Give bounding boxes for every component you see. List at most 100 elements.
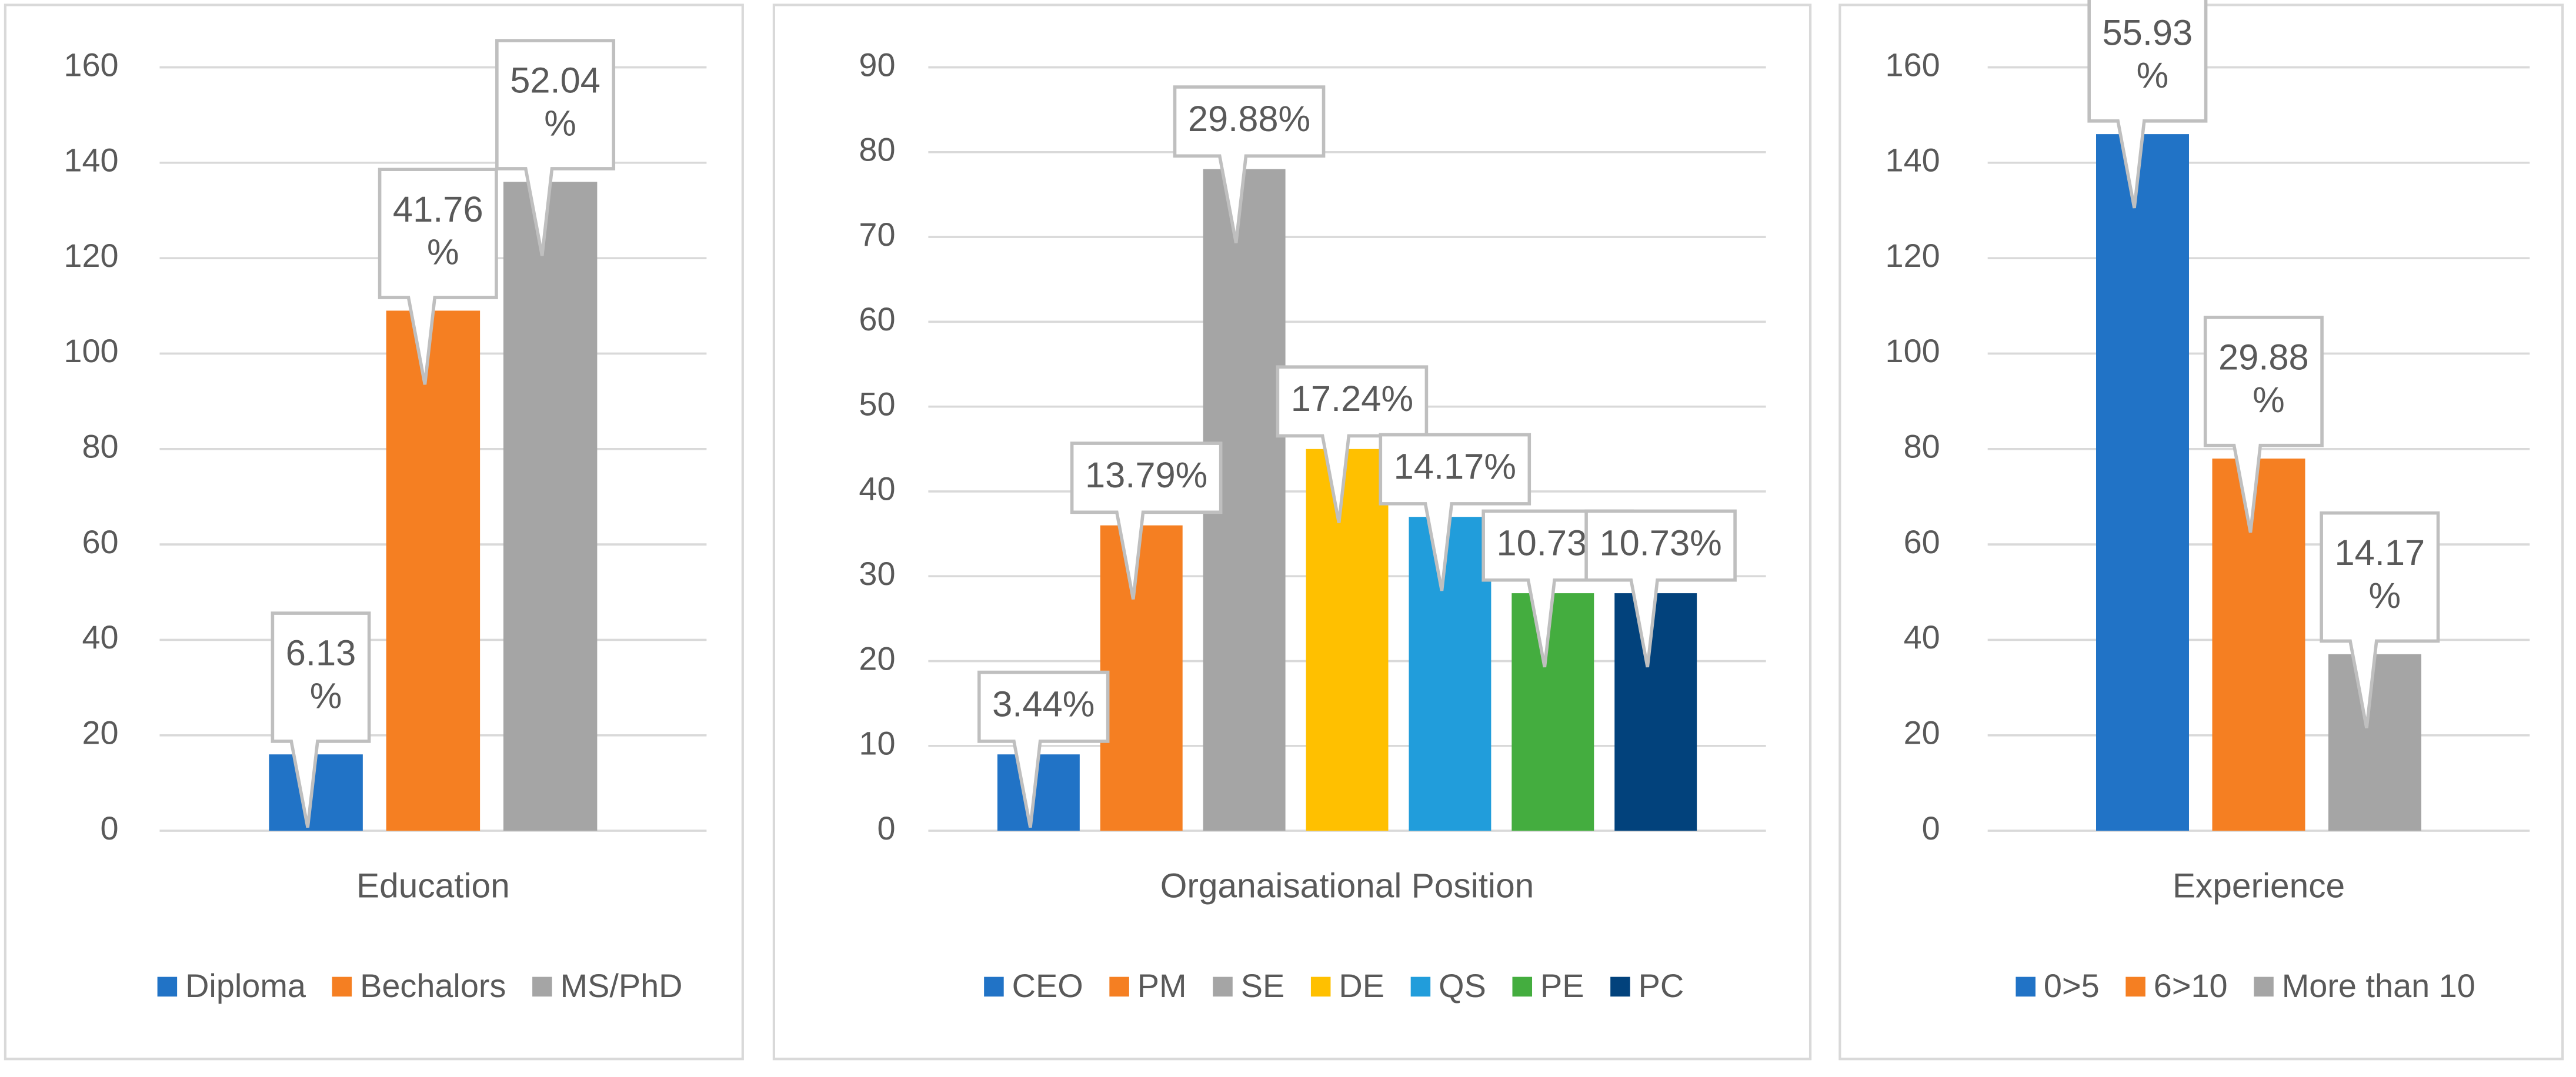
callout-box [1173,85,1326,243]
y-tick-label: 90 [859,46,895,83]
bar [1100,525,1183,831]
legend-item: PM [1109,967,1187,1004]
data-label-line: 29.88 [2218,337,2309,378]
x-category-label: Education [356,867,510,905]
callout-box [1584,509,1737,668]
legend-label: CEO [1012,967,1083,1004]
legend-swatch [157,976,178,997]
legend-item: SE [1213,967,1284,1004]
bar [2212,459,2305,831]
y-tick-label: 50 [859,385,895,422]
y-tick-label: 120 [64,237,118,274]
legend-item: PC [1610,967,1684,1004]
data-label-callout: 14.17% [1379,433,1531,591]
y-tick-label: 60 [859,300,895,337]
y-tick-label: 80 [82,428,118,465]
callout-box [1276,365,1429,523]
callout-box [1070,441,1223,600]
bar [503,182,598,831]
y-tick-label: 40 [859,470,895,507]
x-category-label: Organaisational Position [1160,867,1534,905]
data-label-callout: 55.93 % [2087,0,2208,209]
data-label-callout: 17.24% [1276,365,1429,523]
data-label: 6.13 % [286,633,356,717]
y-tick-label: 140 [64,142,118,179]
legend-label: 6>10 [2154,967,2228,1004]
y-tick-label: 20 [859,640,895,677]
data-label-line: 6.13 [286,633,356,674]
callout-box [495,39,616,256]
y-tick-label: 160 [1886,46,1940,83]
data-label-line: 14.17 [2334,533,2425,573]
data-label-line: 55.93 [2103,13,2193,53]
data-label-callout: 14.17 % [2320,511,2440,728]
bar [1306,449,1389,831]
bar [1511,593,1594,831]
legend-label: More than 10 [2282,967,2475,1004]
legend-item: 6>10 [2125,967,2228,1004]
y-tick-label: 20 [82,714,118,751]
data-label-line: % [2358,576,2401,616]
callout-box [1379,433,1531,591]
x-category-label: Experience [2173,867,2345,905]
legend-item: More than 10 [2254,967,2475,1004]
legend-item: QS [1410,967,1486,1004]
y-tick-label: 80 [859,131,895,168]
bar [1614,593,1697,831]
data-label-callout: 6.13 % [271,611,371,828]
data-label: 29.88 % [2218,337,2309,421]
legend-swatch [2125,976,2145,997]
y-tick-label: 160 [64,46,118,83]
data-label-line: % [534,103,576,144]
data-label: 29.88% [1188,99,1310,139]
bar [386,310,481,831]
data-label: 52.04 % [510,61,600,144]
y-tick-label: 0 [877,810,895,847]
data-label-line: 41.76 [393,189,483,230]
legend-swatch [1610,976,1630,997]
callout-box [271,611,371,828]
data-label-callout: 13.79% [1070,441,1223,600]
legend-label: PC [1639,967,1684,1004]
legend-swatch [332,976,352,997]
y-tick-label: 20 [1904,714,1940,751]
bar [2328,654,2421,831]
bar [2096,134,2189,831]
data-label-line: % [2127,55,2169,96]
legend-label: SE [1241,967,1285,1004]
legend-item: MS/PhD [532,967,683,1004]
y-tick-label: 0 [101,810,119,847]
y-tick-label: 100 [1886,332,1940,369]
data-label-line: 52.04 [510,61,600,101]
data-label-line: % [417,232,459,273]
data-label-callout: 52.04 % [495,39,616,256]
data-label-callout: 10.73% [1584,509,1737,668]
y-tick-label: 140 [1886,142,1940,179]
data-label: 13.79% [1085,455,1207,496]
data-label-callout: 29.88% [1173,85,1326,243]
callout-box [2087,0,2208,209]
data-label-callout: 3.44% [977,670,1110,828]
data-label: 14.17 % [2334,533,2425,616]
legend-label: QS [1439,967,1486,1004]
panel [4,4,744,1061]
y-tick-label: 40 [82,618,118,655]
legend-label: Diploma [185,967,306,1004]
legend-swatch [1410,976,1431,997]
data-label: 41.76 % [393,189,483,273]
legend-label: MS/PhD [560,967,683,1004]
legend-item: DE [1310,967,1384,1004]
y-tick-label: 70 [859,216,895,253]
y-tick-label: 0 [1922,810,1940,847]
legend-swatch [1213,976,1233,997]
legend-swatch [2016,976,2036,997]
legend-label: 0>5 [2044,967,2100,1004]
data-label: 17.24% [1291,379,1413,419]
data-label-line: % [300,676,342,717]
y-tick-label: 120 [1886,237,1940,274]
legend-swatch [1512,976,1533,997]
callout-box [2320,511,2440,728]
data-label: 55.93 % [2103,13,2193,96]
data-label-callout: 41.76 % [378,168,498,385]
